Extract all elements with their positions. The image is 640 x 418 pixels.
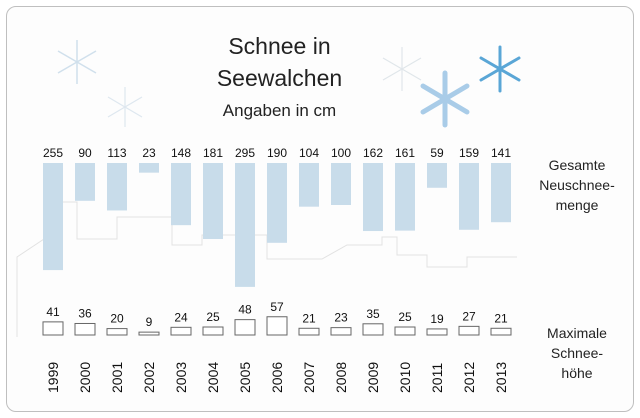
- bar-total-snow: [459, 163, 479, 230]
- data-label-max-depth: 25: [206, 310, 220, 324]
- series-label-max-depth: Maximale Schnee- höhe: [527, 323, 627, 383]
- data-label-total-snow: 100: [331, 146, 351, 160]
- x-tick-label: 2010: [397, 362, 413, 393]
- series-label-max-depth-line: höhe: [561, 365, 593, 381]
- x-tick-label: 2012: [461, 362, 477, 393]
- bar-total-snow: [235, 163, 255, 287]
- bar-max-depth: [362, 323, 384, 336]
- bar-total-snow: [299, 163, 319, 207]
- series-label-total-snow-line: Neuschnee-: [539, 177, 615, 193]
- data-label-max-depth: 20: [110, 312, 124, 326]
- series-label-total-snow-line: Gesamte: [548, 157, 606, 173]
- bar-max-depth: [394, 326, 416, 336]
- x-tick-label: 2009: [365, 362, 381, 393]
- data-label-max-depth: 36: [78, 306, 92, 320]
- series-label-max-depth-line: Maximale: [547, 325, 607, 341]
- data-label-total-snow: 148: [171, 146, 191, 160]
- bar-total-snow: [427, 163, 447, 188]
- bar-max-depth: [202, 326, 224, 336]
- x-tick-label: 2011: [429, 363, 445, 393]
- bar-total-snow: [491, 163, 511, 223]
- data-label-max-depth: 21: [494, 311, 508, 325]
- chart-title-line2: Seewalchen: [216, 65, 343, 91]
- bar-total-snow: [331, 163, 351, 205]
- data-label-max-depth: 23: [334, 311, 348, 325]
- bar-max-depth: [266, 316, 288, 336]
- bar-max-depth: [42, 321, 64, 336]
- chart-title-line1: Schnee in: [228, 33, 331, 59]
- data-label-max-depth: 35: [366, 307, 380, 321]
- bar-total-snow: [363, 163, 383, 232]
- snowflake-icon: [420, 70, 470, 128]
- series-label-max-depth-line: Schnee-: [550, 345, 604, 361]
- bar-max-depth: [426, 328, 448, 336]
- data-label-total-snow: 90: [78, 146, 92, 160]
- x-tick-label: 2013: [493, 362, 509, 393]
- bar-max-depth: [298, 327, 320, 336]
- bar-max-depth: [170, 326, 192, 336]
- snowflake-icon: [57, 40, 97, 84]
- data-label-max-depth: 27: [462, 309, 476, 323]
- snowflake-icon: [107, 87, 143, 127]
- data-label-max-depth: 25: [398, 310, 412, 324]
- bar-total-snow: [203, 163, 223, 240]
- data-label-total-snow: 113: [107, 146, 126, 160]
- bar-max-depth: [74, 322, 96, 336]
- data-label-total-snow: 255: [43, 146, 63, 160]
- data-label-total-snow: 104: [299, 146, 319, 160]
- x-tick-label: 2003: [173, 362, 189, 393]
- data-label-total-snow: 141: [491, 146, 511, 160]
- x-tick-label: 2000: [77, 362, 93, 393]
- data-label-total-snow: 181: [203, 146, 223, 160]
- data-label-max-depth: 19: [430, 312, 444, 326]
- bar-total-snow: [75, 163, 95, 201]
- x-tick-label: 2008: [333, 362, 349, 393]
- data-label-max-depth: 48: [238, 303, 252, 317]
- data-label-max-depth: 9: [146, 315, 153, 329]
- data-label-total-snow: 159: [459, 146, 479, 160]
- bar-max-depth: [138, 331, 160, 336]
- bar-total-snow: [267, 163, 287, 243]
- x-tick-label: 2001: [109, 362, 125, 393]
- data-label-total-snow: 295: [235, 146, 255, 160]
- x-tick-label: 1999: [45, 362, 61, 393]
- x-tick-label: 2002: [141, 362, 157, 393]
- x-tick-label: 2006: [269, 362, 285, 393]
- chart-card: Schnee in Seewalchen Angaben in cm Gesam…: [6, 6, 634, 412]
- bar-total-snow: [139, 163, 159, 173]
- bar-max-depth: [106, 328, 128, 336]
- x-tick-label: 2004: [205, 362, 221, 393]
- bar-total-snow: [171, 163, 191, 226]
- data-label-max-depth: 24: [174, 310, 188, 324]
- snowflake-icon: [382, 47, 422, 91]
- data-label-max-depth: 57: [270, 300, 284, 314]
- bar-max-depth: [234, 319, 256, 336]
- series-label-total-snow-line: menge: [555, 197, 599, 213]
- data-label-total-snow: 23: [142, 146, 156, 160]
- data-label-total-snow: 162: [363, 146, 383, 160]
- series-label-total-snow: Gesamte Neuschnee- menge: [527, 155, 627, 215]
- x-tick-label: 2005: [237, 362, 253, 393]
- bar-total-snow: [395, 163, 415, 231]
- bar-max-depth: [330, 327, 352, 336]
- chart-canvas: 255 41 1999 90 36 2000 113 20 2001 23 9 2002 148 24 20…: [16, 40, 521, 393]
- x-tick-label: 2007: [301, 362, 317, 393]
- bar-total-snow: [107, 163, 127, 211]
- data-label-total-snow: 161: [395, 146, 415, 160]
- data-label-total-snow: 59: [430, 146, 444, 160]
- bar-total-snow: [43, 163, 63, 271]
- snowflake-icon: [479, 45, 521, 93]
- unit-label: Angaben in cm: [222, 101, 337, 120]
- bar-max-depth: [458, 325, 480, 336]
- data-label-max-depth: 21: [302, 311, 316, 325]
- data-label-total-snow: 190: [267, 146, 287, 160]
- bar-max-depth: [490, 327, 512, 336]
- data-label-max-depth: 41: [46, 305, 60, 319]
